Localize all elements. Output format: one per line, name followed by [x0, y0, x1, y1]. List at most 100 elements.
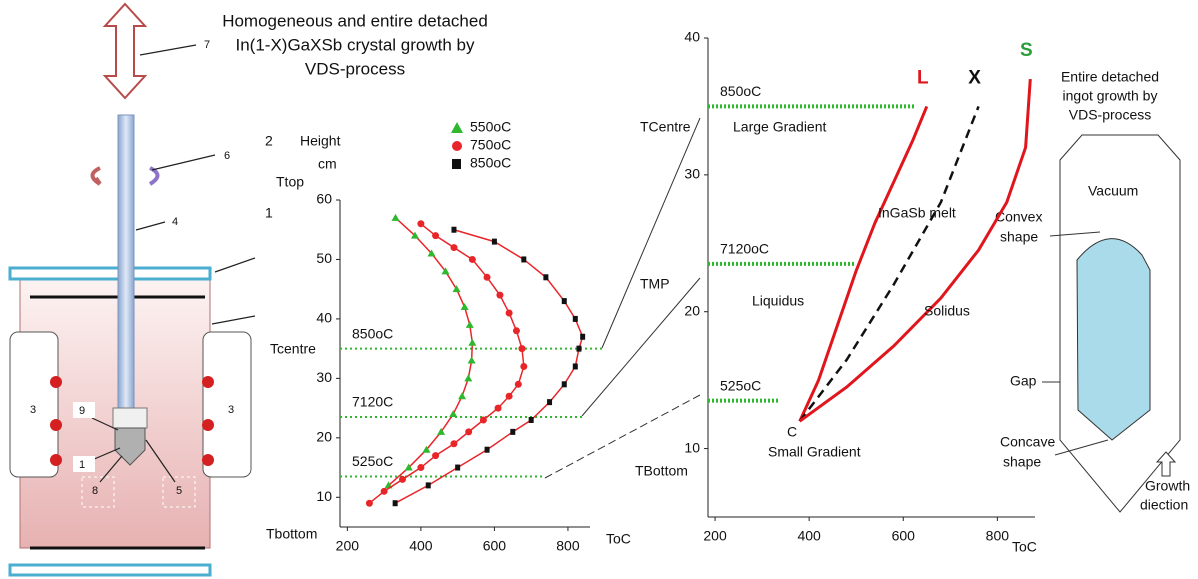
x-tick-label: 600: [892, 528, 916, 544]
x-tick-label: 200: [336, 538, 360, 554]
marker: [576, 345, 582, 352]
marker: [450, 440, 458, 448]
marker: [450, 244, 458, 252]
marker: [510, 428, 516, 435]
marker: [491, 238, 497, 245]
marker: [417, 464, 425, 472]
marker: [572, 315, 578, 322]
label: 5: [176, 485, 182, 497]
x-label: ToC: [1012, 539, 1037, 555]
y-tick-label: 10: [684, 439, 700, 455]
label: 3: [228, 404, 234, 416]
ingot-title: ingot growth by: [1063, 88, 1158, 104]
ingot-diagram: [1042, 134, 1181, 513]
marker: [580, 333, 586, 340]
annotation: Large Gradient: [733, 119, 827, 135]
marker: [458, 392, 467, 400]
rotation-arrow: [148, 166, 160, 186]
marker: [417, 220, 425, 228]
marker: [496, 291, 504, 299]
connector-label: TCentre: [640, 119, 691, 135]
y-tick-label: 40: [316, 310, 332, 326]
y-label: Height: [300, 133, 341, 149]
ingot-label: Convex: [995, 209, 1042, 225]
marker: [514, 380, 522, 388]
annotation: C: [787, 424, 797, 440]
marker: [404, 463, 413, 471]
title: VDS-process: [305, 59, 405, 78]
label: 8: [92, 485, 98, 497]
label-box: [73, 402, 95, 418]
x-tick-label: 600: [483, 538, 507, 554]
series-label: X: [968, 67, 981, 88]
ingot-title: Entire detached: [1061, 69, 1159, 85]
marker: [483, 273, 491, 281]
rod: [117, 114, 135, 411]
marker: [449, 410, 458, 418]
y-tick-label: 10: [316, 488, 332, 504]
marker: [561, 381, 567, 388]
marker: [411, 231, 419, 239]
marker: [451, 226, 457, 233]
y-tick-label: 30: [684, 166, 700, 182]
apparatus: 7 6 4 3 3 9 1 8 5: [8, 2, 256, 577]
title: In(1-X)GaXSb crystal growth by: [235, 35, 475, 54]
rotation-arrow: [90, 166, 102, 186]
ingot-label: Gap: [1010, 373, 1037, 389]
y-unit: cm: [318, 156, 337, 172]
reference-label: 850oC: [720, 83, 761, 99]
fit-curve: [388, 217, 474, 486]
ingot-label: Growth: [1145, 478, 1190, 494]
label: 3: [30, 404, 36, 416]
leaders: [91, 44, 256, 483]
marker: [465, 320, 474, 328]
annotation: Tbottom: [266, 526, 317, 542]
connector-label: TMP: [640, 276, 670, 292]
y-tick-label: 50: [316, 250, 332, 266]
marker: [484, 446, 490, 453]
label: 6: [224, 150, 230, 162]
marker: [432, 452, 440, 460]
x-tick-label: 800: [556, 538, 580, 554]
marker: [468, 338, 477, 346]
ingot-label: shape: [1003, 454, 1041, 470]
reference-label: 525oC: [352, 453, 393, 469]
legend-label: 550oC: [470, 119, 511, 135]
marker: [380, 487, 388, 495]
series-label: L: [917, 67, 929, 88]
reference-label: 7120oC: [720, 241, 769, 257]
label: 9: [79, 405, 85, 417]
marker: [505, 309, 513, 317]
y-tick-label: 20: [316, 429, 332, 445]
reference-label: 7120C: [352, 394, 393, 410]
marker: [392, 500, 398, 507]
legend-marker: [452, 159, 461, 169]
legend-label: 850oC: [470, 155, 511, 171]
x-label: ToC: [606, 531, 631, 547]
heater: [202, 331, 252, 478]
marker: [365, 499, 373, 507]
label: 7: [204, 39, 210, 51]
ingot-label: Vacuum: [1088, 183, 1138, 199]
x-tick-label: 200: [703, 528, 727, 544]
y-tick-label: 30: [316, 369, 332, 385]
reference-label: 850oC: [352, 325, 393, 341]
y-tick-label: 20: [684, 302, 700, 318]
marker: [528, 416, 534, 423]
marker: [437, 427, 446, 435]
marker: [455, 464, 461, 471]
marker: [479, 416, 487, 424]
ingot-label: shape: [1000, 229, 1038, 245]
marker: [505, 392, 513, 400]
zone: [81, 476, 115, 508]
legend-marker: [451, 122, 463, 133]
x-tick-label: 800: [986, 528, 1010, 544]
marker: [521, 256, 527, 263]
annotation: Liquidus: [752, 293, 804, 309]
x-tick-label: 400: [409, 538, 433, 554]
connector-label: TBottom: [635, 463, 688, 479]
marker: [494, 404, 502, 412]
annotation: Small Gradient: [768, 444, 861, 460]
heater: [9, 331, 59, 478]
